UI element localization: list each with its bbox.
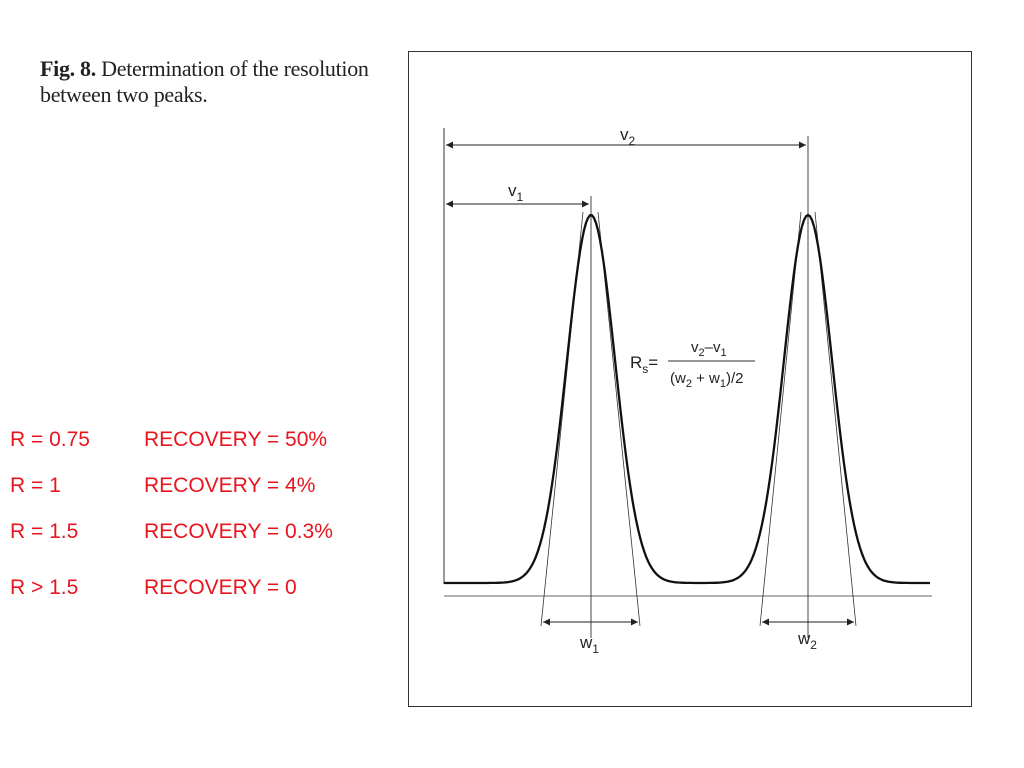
v1-label: v1 [508, 181, 524, 204]
recovery-value: RECOVERY = 4% [144, 474, 316, 497]
formula-lhs: Rs= [630, 353, 658, 376]
recovery-value: RECOVERY = 0 [144, 576, 297, 599]
resolution-formula: Rs= v2–v1 (w2 + w1)/2 [630, 339, 755, 390]
recovery-value: RECOVERY = 0.3% [144, 520, 333, 543]
figure-number: Fig. 8. [40, 56, 96, 81]
formula-numerator: v2–v1 [691, 339, 727, 359]
resolution-value: R > 1.5 [10, 576, 79, 599]
chromatogram-trace [444, 213, 930, 585]
recovery-value: RECOVERY = 50% [144, 428, 328, 451]
formula-denominator: (w2 + w1)/2 [670, 370, 744, 390]
resolution-value: R = 1 [10, 474, 61, 497]
figure-caption: Fig. 8. Determination of the resolution … [40, 56, 400, 108]
resolution-value: R = 0.75 [10, 428, 90, 451]
caption-line-1: Determination of the resolution [101, 56, 369, 81]
diagram-frame [408, 51, 972, 707]
peak-2-tangent-right [814, 211, 857, 627]
peak-2-tangent-left [759, 211, 802, 627]
w2-label: w2 [797, 629, 817, 652]
w1-label: w1 [579, 633, 599, 656]
caption-line-2: between two peaks. [40, 82, 208, 107]
resolution-value: R = 1.5 [10, 520, 79, 543]
v2-label: v2 [620, 125, 636, 148]
